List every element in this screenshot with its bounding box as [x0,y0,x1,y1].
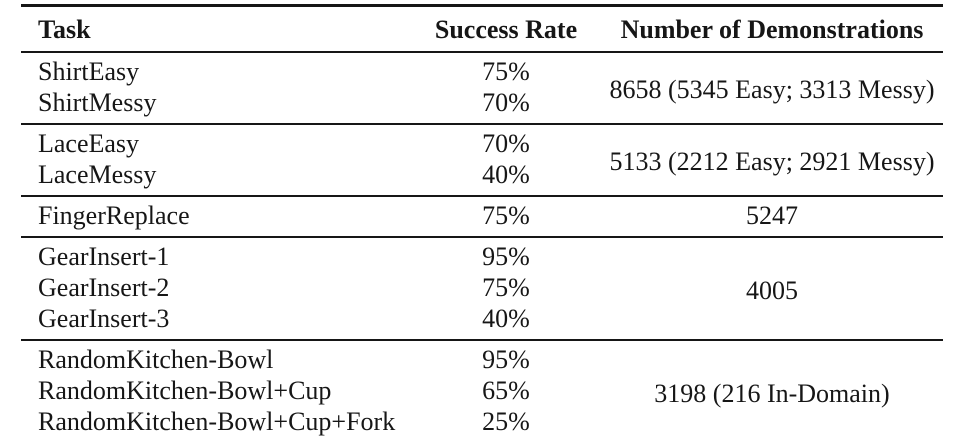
column-header-demonstrations: Number of Demonstrations [601,5,943,53]
task-cell: GearInsert-3 [38,304,170,333]
task-cell: LaceMessy [38,160,157,189]
table-row: RandomKitchen-Bowl+Cup 65% [21,375,943,406]
success-rate-cell: 25% [482,407,530,436]
success-rate-cell: 75% [482,57,530,86]
task-cell: GearInsert-2 [38,273,170,302]
table-header: Task Success Rate Number of Demonstratio… [21,5,943,53]
table-row: ShirtMessy 70% [21,87,943,124]
task-cell: GearInsert-1 [38,242,170,271]
task-cell: ShirtEasy [38,57,140,86]
task-cell: LaceEasy [38,129,140,158]
table-row: GearInsert-3 40% [21,303,943,340]
task-group-lace: LaceEasy 70% 5133 (2212 Easy; 2921 Messy… [21,124,943,196]
task-group-gearinsert: GearInsert-1 95% 4005 GearInsert-2 75% G… [21,237,943,340]
table-row: ShirtEasy 75% 8658 (5345 Easy; 3313 Mess… [21,52,943,104]
column-header-task: Task [21,5,411,53]
table-row: RandomKitchen-Bowl+Cup+Fork 25% [21,406,943,440]
success-rate-cell: 75% [482,201,530,230]
task-cell: RandomKitchen-Bowl [38,345,274,374]
demonstrations-cell: 4005 [746,275,798,305]
task-group-shirt: ShirtEasy 75% 8658 (5345 Easy; 3313 Mess… [21,52,943,124]
success-rate-cell: 40% [482,304,530,333]
column-header-success-rate: Success Rate [411,5,601,53]
task-cell: FingerReplace [38,201,190,230]
table-row: LaceEasy 70% 5133 (2212 Easy; 2921 Messy… [21,124,943,176]
demonstrations-cell: 5133 (2212 Easy; 2921 Messy) [609,147,935,176]
task-cell: ShirtMessy [38,88,157,117]
header-row: Task Success Rate Number of Demonstratio… [21,5,943,53]
demonstrations-cell: 8658 (5345 Easy; 3313 Messy) [609,75,935,104]
task-group-fingerreplace: FingerReplace 75% 5247 [21,196,943,237]
success-rate-cell: 70% [482,88,530,117]
table-row: GearInsert-2 75% [21,272,943,303]
success-rate-cell: 95% [482,242,530,271]
table-row: LaceMessy 40% [21,159,943,196]
table-row: RandomKitchen-Bowl 95% 3198 (216 In-Doma… [21,340,943,408]
task-cell: RandomKitchen-Bowl+Cup [38,376,332,405]
success-rate-cell: 75% [482,273,530,302]
success-rate-cell: 95% [482,345,530,374]
results-table: Task Success Rate Number of Demonstratio… [21,4,943,440]
success-rate-cell: 40% [482,160,530,189]
table-row: FingerReplace 75% 5247 [21,196,943,237]
success-rate-cell: 70% [482,129,530,158]
demonstrations-cell: 5247 [746,201,798,230]
task-cell: RandomKitchen-Bowl+Cup+Fork [38,407,396,436]
task-group-randomkitchen: RandomKitchen-Bowl 95% 3198 (216 In-Doma… [21,340,943,440]
success-rate-cell: 65% [482,376,530,405]
table-row: GearInsert-1 95% 4005 [21,237,943,305]
demonstrations-cell: 3198 (216 In-Domain) [654,378,890,408]
